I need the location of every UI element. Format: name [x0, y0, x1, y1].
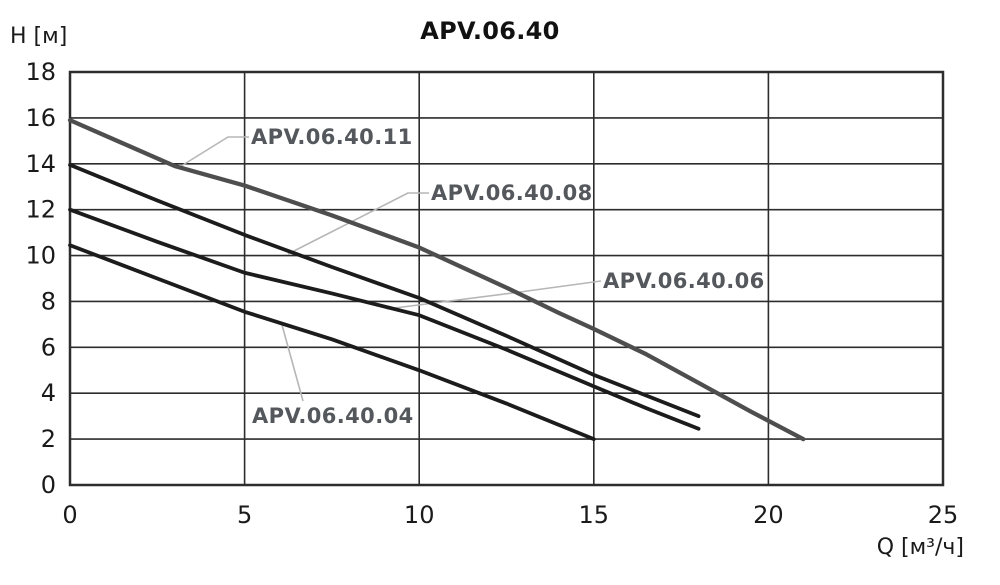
curve-label-apv-06-40-08: APV.06.40.08: [431, 181, 593, 205]
y-axis-label: H [м]: [10, 24, 68, 49]
y-tick-label: 10: [25, 242, 56, 270]
curve-label-apv-06-40-11: APV.06.40.11: [251, 125, 413, 149]
x-tick-label: 0: [62, 501, 77, 529]
x-tick-label: 5: [237, 501, 252, 529]
x-tick-label: 10: [404, 501, 435, 529]
label-leader-line: [287, 192, 429, 255]
pump-curve: [67, 118, 806, 442]
y-tick-label: 6: [41, 333, 56, 361]
label-leader-line: [281, 324, 304, 402]
chart-title: APV.06.40: [420, 17, 560, 45]
y-tick-label: 18: [25, 58, 56, 86]
pump-curve: [68, 163, 701, 419]
pump-curve: [68, 207, 701, 431]
y-tick-label: 8: [41, 287, 56, 315]
y-tick-label: 12: [25, 196, 56, 224]
x-tick-label: 15: [579, 501, 610, 529]
x-tick-label: 25: [928, 501, 959, 529]
pump-curve: [68, 243, 596, 442]
y-tick-label: 16: [25, 104, 56, 132]
x-axis-label: Q [м³/ч]: [876, 535, 964, 560]
x-tick-label: 20: [753, 501, 784, 529]
curve-label-apv-06-40-04: APV.06.40.04: [252, 404, 414, 428]
y-tick-label: 0: [41, 471, 56, 499]
y-tick-label: 4: [41, 379, 56, 407]
plot-border: [68, 70, 945, 487]
y-tick-label: 14: [25, 150, 56, 178]
label-leader-line: [177, 136, 249, 169]
y-tick-label: 2: [41, 425, 56, 453]
curve-label-apv-06-40-06: APV.06.40.06: [603, 269, 765, 293]
